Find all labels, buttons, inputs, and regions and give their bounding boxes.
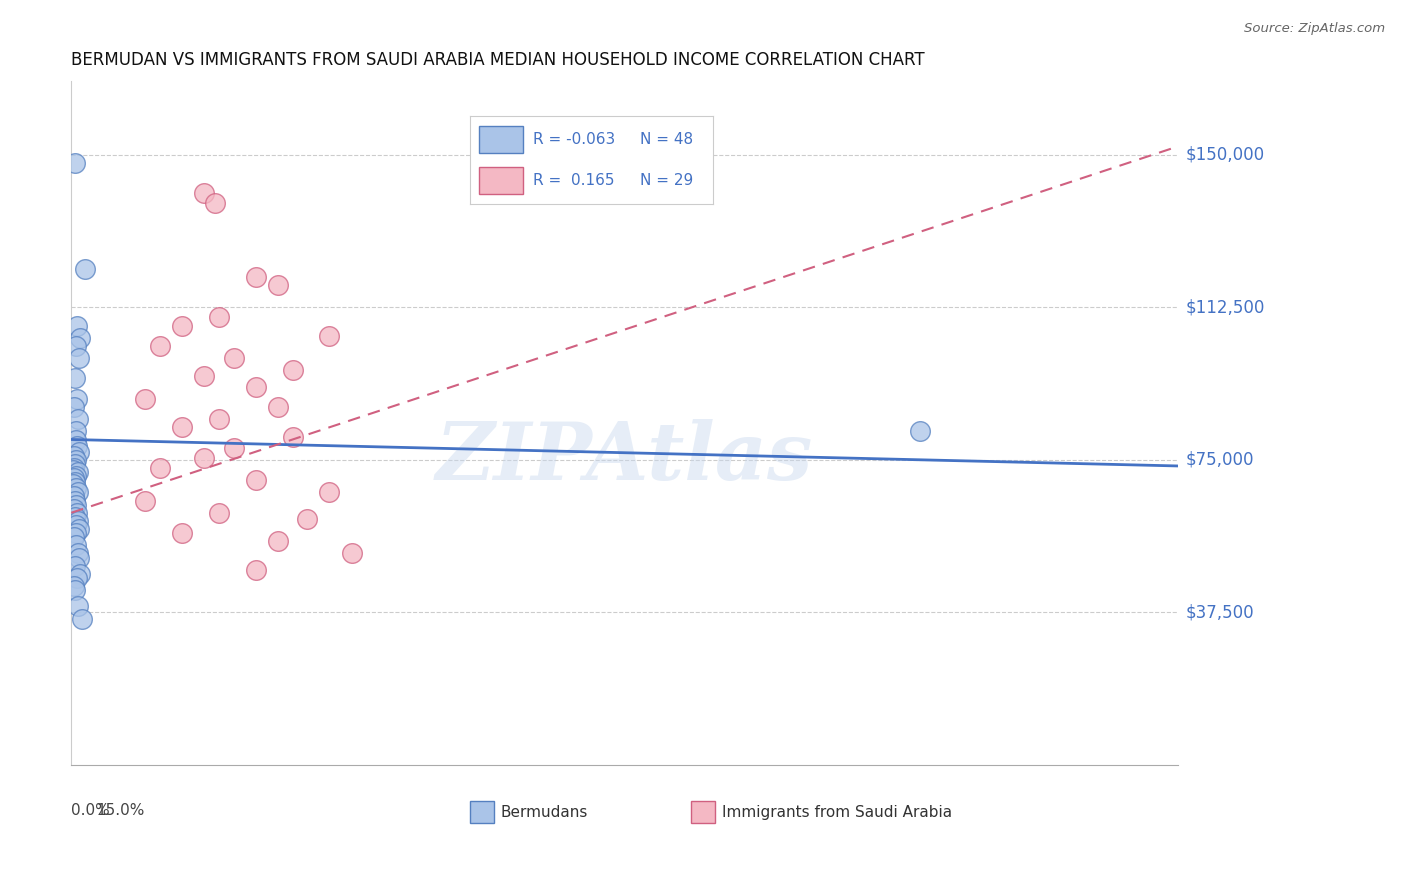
Text: $75,000: $75,000 <box>1185 450 1254 469</box>
Point <box>149 339 172 353</box>
Point <box>63 558 86 573</box>
Point <box>65 453 87 467</box>
Point <box>69 566 91 581</box>
Point <box>65 481 87 495</box>
Point <box>66 439 89 453</box>
Point <box>908 425 931 439</box>
Point <box>63 449 86 463</box>
Point <box>66 485 89 500</box>
Point <box>63 471 86 485</box>
Point <box>281 430 304 444</box>
Text: $150,000: $150,000 <box>1185 145 1264 163</box>
Point <box>267 534 290 549</box>
Text: 15.0%: 15.0% <box>97 803 145 818</box>
Text: $37,500: $37,500 <box>1185 604 1254 622</box>
Point <box>65 469 87 483</box>
Point <box>208 310 231 325</box>
Point <box>193 450 215 465</box>
Point <box>63 490 86 504</box>
Point <box>297 512 319 526</box>
Point <box>193 186 215 201</box>
Point <box>67 444 90 458</box>
Point <box>318 485 340 500</box>
Point <box>63 493 86 508</box>
Text: ZIPAtlas: ZIPAtlas <box>436 418 813 496</box>
Point <box>208 506 231 520</box>
Point <box>67 550 90 565</box>
Point <box>63 400 86 414</box>
Text: 0.0%: 0.0% <box>72 803 110 818</box>
Point <box>65 433 87 447</box>
Point <box>62 477 84 491</box>
Point <box>65 339 87 353</box>
Point <box>66 465 89 479</box>
Point <box>149 461 172 475</box>
Point <box>66 506 89 520</box>
Text: Bermudans: Bermudans <box>501 805 588 820</box>
Text: Source: ZipAtlas.com: Source: ZipAtlas.com <box>1244 22 1385 36</box>
Text: $112,500: $112,500 <box>1185 298 1264 317</box>
Text: BERMUDAN VS IMMIGRANTS FROM SAUDI ARABIA MEDIAN HOUSEHOLD INCOME CORRELATION CHA: BERMUDAN VS IMMIGRANTS FROM SAUDI ARABIA… <box>72 51 925 69</box>
FancyBboxPatch shape <box>470 801 494 823</box>
Point <box>69 331 91 345</box>
Point <box>170 526 193 541</box>
Point <box>340 546 363 560</box>
Point <box>63 583 86 598</box>
Point <box>65 498 87 512</box>
Point <box>245 269 267 284</box>
Point <box>170 420 193 434</box>
Point <box>245 473 267 487</box>
Point <box>267 400 290 414</box>
Point <box>66 514 89 528</box>
FancyBboxPatch shape <box>690 801 716 823</box>
Point <box>65 538 87 552</box>
Point <box>66 318 89 333</box>
Point <box>245 563 267 577</box>
Point <box>65 425 87 439</box>
Point <box>66 412 89 426</box>
Point <box>204 196 226 211</box>
Point <box>281 363 304 377</box>
Point <box>134 392 156 406</box>
Point <box>222 441 245 455</box>
Point <box>65 526 87 541</box>
Point <box>73 261 96 276</box>
Point <box>63 475 86 490</box>
Point <box>208 412 231 426</box>
Point <box>66 599 89 614</box>
Point <box>267 277 290 292</box>
Point <box>193 369 215 384</box>
Point <box>66 546 89 560</box>
Point <box>63 461 86 475</box>
Point <box>63 530 86 544</box>
Point <box>62 463 84 477</box>
Point <box>245 379 267 393</box>
Point <box>134 493 156 508</box>
Point <box>66 392 89 406</box>
Point <box>63 509 86 524</box>
Point <box>63 371 86 385</box>
Point <box>65 518 87 533</box>
Point <box>63 155 86 169</box>
Point <box>318 328 340 343</box>
Point <box>67 522 90 536</box>
Point <box>63 579 86 593</box>
Text: Immigrants from Saudi Arabia: Immigrants from Saudi Arabia <box>721 805 952 820</box>
Point <box>222 351 245 365</box>
Point <box>72 611 94 625</box>
Point <box>67 351 90 365</box>
Point <box>63 501 86 516</box>
Point <box>63 457 86 471</box>
Point <box>170 318 193 333</box>
Point <box>66 571 89 585</box>
